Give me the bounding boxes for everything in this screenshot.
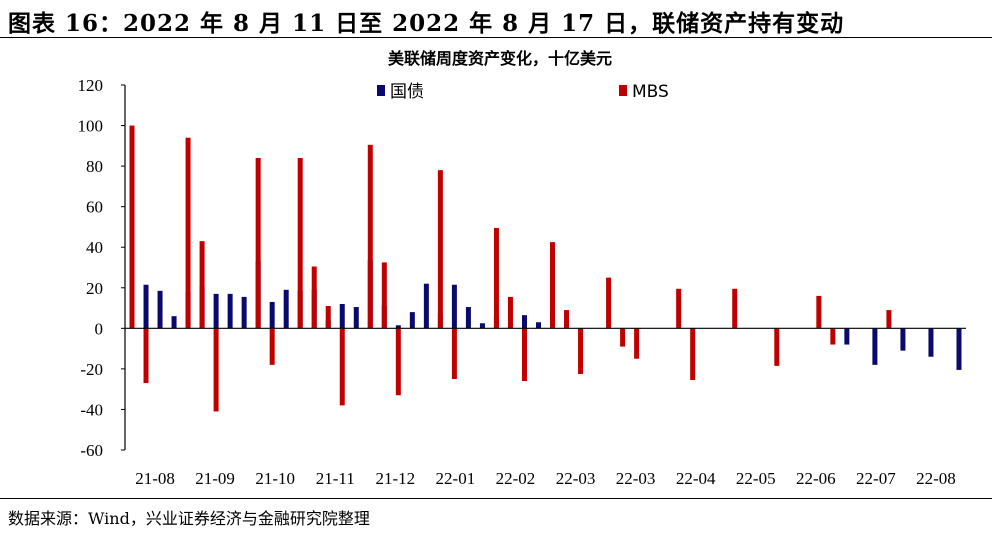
x-tick-label: 22-08 <box>916 469 956 488</box>
x-tick-label: 22-03 <box>556 469 596 488</box>
mbs-bar <box>185 137 191 329</box>
treasury-bar <box>171 316 177 329</box>
mbs-bar <box>521 328 527 382</box>
treasury-bar <box>928 328 934 357</box>
legend-swatch-treasury <box>377 85 385 96</box>
treasury-bar <box>521 315 527 329</box>
treasury-bar <box>241 296 247 329</box>
title-rule <box>0 37 992 38</box>
mbs-bar <box>620 328 626 347</box>
treasury-bar <box>409 312 415 329</box>
x-tick-label: 21-09 <box>195 469 235 488</box>
treasury-bar <box>213 293 219 329</box>
treasury-bar <box>956 328 962 370</box>
mbs-bar <box>886 310 892 329</box>
treasury-bar <box>143 284 149 329</box>
legend-label-treasury: 国债 <box>390 82 424 102</box>
treasury-bar <box>465 307 471 329</box>
y-tick-label: 80 <box>86 157 103 176</box>
mbs-bar <box>732 288 738 329</box>
x-tick-label: 22-03 <box>616 469 656 488</box>
treasury-bar <box>844 328 850 345</box>
mbs-bar <box>437 170 443 329</box>
mbs-bar <box>339 328 345 406</box>
x-tick-label: 22-02 <box>496 469 536 488</box>
bars <box>129 125 962 412</box>
y-axis: 120 100 80 60 40 20 0 -20 -40 -60 <box>78 76 126 460</box>
y-tick-label: 60 <box>86 198 103 217</box>
y-tick-label: 100 <box>78 117 104 136</box>
x-tick-label: 21-11 <box>316 469 355 488</box>
footer-rule <box>0 498 992 499</box>
y-tick-label: 120 <box>78 76 104 95</box>
mbs-bar <box>774 328 780 366</box>
x-axis: 21-08 21-09 21-10 21-11 21-12 22-01 22-02 22-03… <box>125 327 966 488</box>
legend-label-mbs: MBS <box>632 82 669 102</box>
mbs-bar <box>816 295 822 329</box>
treasury-bar <box>451 284 457 329</box>
treasury-bar <box>535 322 541 329</box>
mbs-bar <box>578 328 584 374</box>
legend-swatch-mbs <box>619 85 627 96</box>
mbs-bar <box>199 241 205 329</box>
treasury-bar <box>339 304 345 329</box>
y-tick-label: -20 <box>80 360 103 379</box>
x-tick-label: 22-06 <box>796 469 836 488</box>
y-tick-label: 0 <box>95 319 104 338</box>
x-tick-label: 21-12 <box>375 469 415 488</box>
treasury-bar <box>395 325 401 329</box>
mbs-bar <box>830 328 836 345</box>
mbs-bar <box>606 277 612 329</box>
y-tick-label: 40 <box>86 238 103 257</box>
mbs-bar <box>367 144 373 329</box>
mbs-bar <box>493 227 499 329</box>
x-tick-label: 22-05 <box>736 469 776 488</box>
mbs-bar <box>676 288 682 329</box>
treasury-bar <box>872 328 878 365</box>
y-tick-label: -60 <box>80 441 103 460</box>
x-tick-label: 21-08 <box>135 469 175 488</box>
x-tick-label: 22-04 <box>676 469 716 488</box>
mbs-bar <box>381 262 387 329</box>
treasury-bar <box>479 323 485 329</box>
chart-title: 美联储周度资产变化，十亿美元 <box>388 49 612 68</box>
mbs-bar <box>395 328 401 396</box>
treasury-bar <box>227 293 233 329</box>
mbs-bar <box>634 328 640 359</box>
mbs-bar <box>311 266 317 329</box>
treasury-bar <box>353 307 359 329</box>
treasury-bar <box>269 301 275 329</box>
mbs-bar <box>550 242 556 329</box>
mbs-bar <box>213 328 219 412</box>
treasury-bar <box>900 328 906 351</box>
treasury-bar <box>157 290 163 329</box>
y-tick-label: 20 <box>86 279 103 298</box>
mbs-bar <box>564 310 570 329</box>
x-tick-label: 22-01 <box>436 469 476 488</box>
mbs-bar <box>690 328 696 381</box>
mbs-bar <box>507 296 513 329</box>
x-tick-label: 21-10 <box>255 469 295 488</box>
mbs-bar <box>297 158 303 329</box>
mbs-bar <box>269 328 275 365</box>
mbs-bar <box>143 328 149 384</box>
mbs-bar <box>325 306 331 329</box>
treasury-bar <box>423 283 429 329</box>
source-note: 数据来源：Wind，兴业证券经济与金融研究院整理 <box>8 509 370 528</box>
mbs-bar <box>129 125 135 329</box>
legend: 国债 MBS <box>377 82 669 102</box>
mbs-bar <box>255 158 261 329</box>
y-tick-label: -40 <box>80 400 103 419</box>
x-tick-label: 22-07 <box>856 469 896 488</box>
mbs-bar <box>451 328 457 380</box>
figure-title: 图表 16：2022 年 8 月 11 日至 2022 年 8 月 17 日，联… <box>8 10 845 37</box>
treasury-bar <box>283 289 289 329</box>
